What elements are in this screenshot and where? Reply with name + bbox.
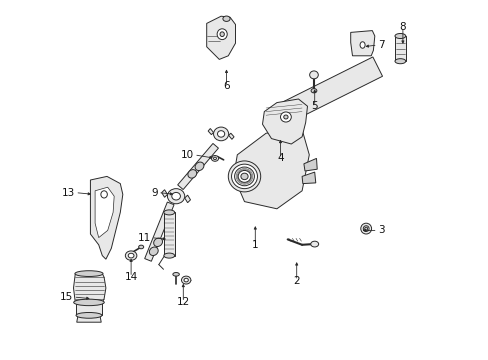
Text: 8: 8 — [399, 22, 406, 32]
Text: 9: 9 — [151, 188, 158, 198]
Ellipse shape — [183, 278, 188, 282]
Polygon shape — [262, 99, 307, 144]
Ellipse shape — [360, 223, 371, 234]
Ellipse shape — [394, 33, 405, 39]
Ellipse shape — [280, 112, 291, 122]
Ellipse shape — [163, 253, 174, 258]
Ellipse shape — [101, 191, 107, 198]
Text: 12: 12 — [176, 297, 189, 307]
Ellipse shape — [76, 312, 102, 318]
Text: 14: 14 — [124, 272, 138, 282]
Bar — [76, 302, 102, 315]
Ellipse shape — [220, 32, 224, 36]
Ellipse shape — [149, 247, 158, 256]
Text: 7: 7 — [377, 40, 384, 50]
Ellipse shape — [363, 226, 368, 231]
Ellipse shape — [241, 173, 247, 180]
Ellipse shape — [283, 115, 287, 119]
Ellipse shape — [128, 253, 134, 258]
Text: 1: 1 — [251, 240, 258, 250]
Polygon shape — [206, 16, 235, 59]
Text: 6: 6 — [223, 81, 229, 91]
Polygon shape — [233, 130, 309, 209]
Ellipse shape — [234, 167, 254, 186]
Text: 15: 15 — [60, 292, 73, 302]
Polygon shape — [73, 274, 106, 302]
Ellipse shape — [310, 241, 318, 247]
Ellipse shape — [167, 189, 184, 204]
Ellipse shape — [195, 162, 203, 171]
Bar — [163, 212, 174, 256]
Ellipse shape — [125, 251, 137, 260]
Polygon shape — [144, 202, 174, 261]
Polygon shape — [77, 315, 101, 322]
Polygon shape — [282, 57, 382, 121]
Text: 13: 13 — [62, 188, 75, 198]
Ellipse shape — [181, 276, 190, 284]
Polygon shape — [90, 176, 122, 259]
Ellipse shape — [217, 29, 227, 40]
Ellipse shape — [187, 170, 196, 178]
Polygon shape — [95, 187, 114, 238]
Polygon shape — [303, 158, 317, 171]
Ellipse shape — [359, 42, 365, 48]
Ellipse shape — [228, 161, 260, 192]
Ellipse shape — [163, 210, 174, 215]
Text: 4: 4 — [277, 153, 283, 163]
Polygon shape — [228, 133, 234, 139]
Text: 5: 5 — [311, 101, 317, 111]
Ellipse shape — [171, 192, 180, 200]
Ellipse shape — [231, 164, 257, 189]
Text: 10: 10 — [181, 150, 194, 160]
Polygon shape — [208, 129, 213, 135]
Bar — [394, 36, 405, 61]
Ellipse shape — [238, 171, 250, 182]
Ellipse shape — [394, 59, 405, 64]
Polygon shape — [350, 31, 374, 56]
Ellipse shape — [74, 299, 104, 306]
Polygon shape — [184, 195, 190, 203]
Ellipse shape — [213, 127, 228, 141]
Polygon shape — [302, 172, 315, 184]
Ellipse shape — [309, 71, 318, 79]
Ellipse shape — [213, 157, 216, 160]
Ellipse shape — [211, 156, 218, 161]
Ellipse shape — [153, 238, 162, 247]
Polygon shape — [177, 144, 218, 189]
Ellipse shape — [310, 89, 316, 93]
Ellipse shape — [364, 227, 367, 230]
Text: 3: 3 — [377, 225, 384, 235]
Ellipse shape — [223, 16, 230, 22]
Ellipse shape — [217, 131, 224, 137]
Ellipse shape — [172, 273, 179, 276]
Ellipse shape — [139, 245, 143, 249]
Ellipse shape — [75, 271, 103, 276]
Text: 11: 11 — [137, 233, 151, 243]
Polygon shape — [162, 190, 167, 197]
Text: 2: 2 — [293, 276, 300, 286]
